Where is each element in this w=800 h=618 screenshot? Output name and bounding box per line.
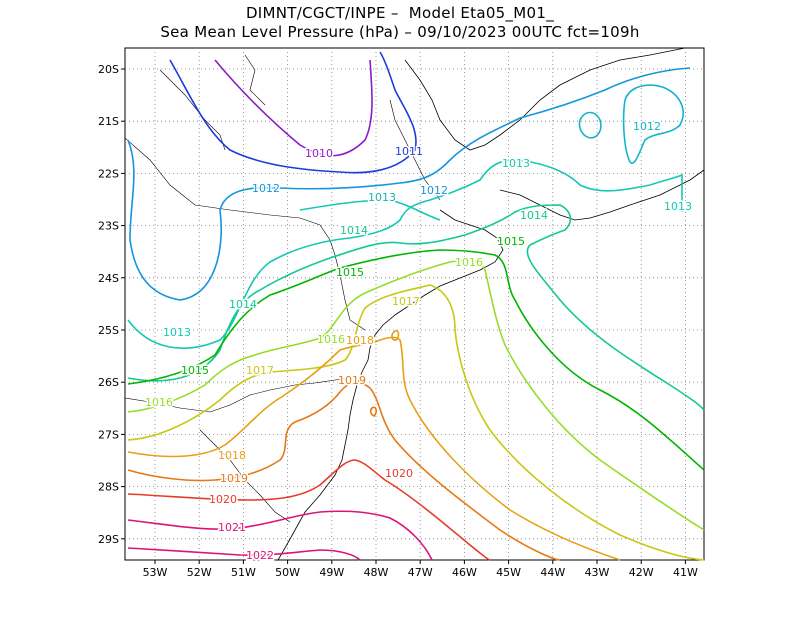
latitude-tick-label: 25S <box>98 324 119 337</box>
isobar-1020 <box>127 459 491 561</box>
isobar-1010 <box>214 59 373 157</box>
longitude-tick-label: 46W <box>452 566 477 579</box>
map-frame <box>124 47 705 561</box>
isobars <box>127 51 705 561</box>
isobar-1018 <box>127 336 621 561</box>
isobar-1012-island <box>578 111 602 139</box>
isobar-label: 1017 <box>246 364 274 377</box>
longitude-tick-label: 51W <box>231 566 256 579</box>
isobar-labels: 1010 1011 1012 1012 1012 1013 1013 1013 … <box>144 119 694 564</box>
isobar-1011 <box>169 51 417 174</box>
longitude-tick-label: 41W <box>673 566 698 579</box>
isobar-label: 1019 <box>220 472 248 485</box>
isobar-label: 1016 <box>455 256 483 269</box>
isobar-label: 1014 <box>520 209 548 222</box>
isobar-label: 1018 <box>218 449 246 462</box>
isobar-label: 1013 <box>163 326 191 339</box>
isobar-1013-b <box>299 199 441 221</box>
isobar-1014 <box>127 204 705 411</box>
isobar-1012-east <box>622 84 684 164</box>
isobar-label: 1022 <box>246 549 274 562</box>
latitude-tick-label: 21S <box>98 115 119 128</box>
isobar-1019-small <box>369 406 377 417</box>
state-borders <box>124 54 441 523</box>
isobar-label: 1014 <box>340 224 368 237</box>
longitude-tick-label: 53W <box>143 566 168 579</box>
isobar-label: 1016 <box>145 396 173 409</box>
isobar-1015 <box>127 249 705 471</box>
isobar-1018-small <box>391 329 400 341</box>
longitude-tick-label: 43W <box>585 566 610 579</box>
latitude-tick-label: 20S <box>98 63 119 76</box>
longitude-tick-label: 52W <box>187 566 212 579</box>
isobar-1017 <box>127 284 705 561</box>
longitude-tick-label: 50W <box>275 566 300 579</box>
coastline <box>277 47 705 561</box>
longitude-tick-label: 44W <box>540 566 565 579</box>
isobar-1021 <box>127 510 433 561</box>
isobar-label: 1021 <box>218 521 246 534</box>
longitude-tick-label: 47W <box>408 566 433 579</box>
isobar-label: 1015 <box>181 364 209 377</box>
isobar-label: 1019 <box>338 374 366 387</box>
latitude-tick-label: 22S <box>98 167 119 180</box>
isobar-label: 1020 <box>209 493 237 506</box>
isobar-label: 1012 <box>252 182 280 195</box>
isobar-1019 <box>127 381 561 561</box>
latitude-tick-label: 29S <box>98 533 119 546</box>
isobar-label: 1011 <box>395 145 423 158</box>
latitude-axis: 20S 21S 22S 23S 24S 25S 26S 27S 28S 29S <box>98 63 125 546</box>
isobar-label: 1015 <box>497 235 525 248</box>
latitude-tick-label: 28S <box>98 481 119 494</box>
longitude-tick-label: 49W <box>319 566 344 579</box>
longitude-tick-label: 45W <box>496 566 521 579</box>
isobar-1012 <box>127 67 691 301</box>
isobar-label: 1012 <box>420 184 448 197</box>
isobar-label: 1017 <box>392 295 420 308</box>
isobar-label: 1013 <box>502 157 530 170</box>
isobar-label: 1014 <box>229 298 257 311</box>
isobar-1016 <box>127 259 705 531</box>
isobar-label: 1016 <box>317 333 345 346</box>
map-title-line2: Sea Mean Level Pressure (hPa) – 09/10/20… <box>160 23 640 41</box>
isobar-label: 1010 <box>305 147 333 160</box>
longitude-tick-label: 42W <box>629 566 654 579</box>
latitude-tick-label: 23S <box>98 220 119 233</box>
latitude-tick-label: 27S <box>98 428 119 441</box>
isobar-label: 1013 <box>368 191 396 204</box>
longitude-axis: 53W 52W 51W 50W 49W 48W 47W 46W 45W 44W 43W 42W 41W <box>143 560 698 579</box>
isobar-label: 1012 <box>633 120 661 133</box>
isobar-label: 1015 <box>336 266 364 279</box>
isobar-label: 1013 <box>664 200 692 213</box>
isobar-1022 <box>127 547 361 561</box>
latitude-tick-label: 26S <box>98 376 119 389</box>
isobar-label: 1020 <box>385 467 413 480</box>
isobar-label: 1018 <box>346 334 374 347</box>
map-title-line1: DIMNT/CGCT/INPE – Model Eta05_M01_ <box>245 4 555 22</box>
longitude-tick-label: 48W <box>364 566 389 579</box>
latitude-tick-label: 24S <box>98 272 119 285</box>
